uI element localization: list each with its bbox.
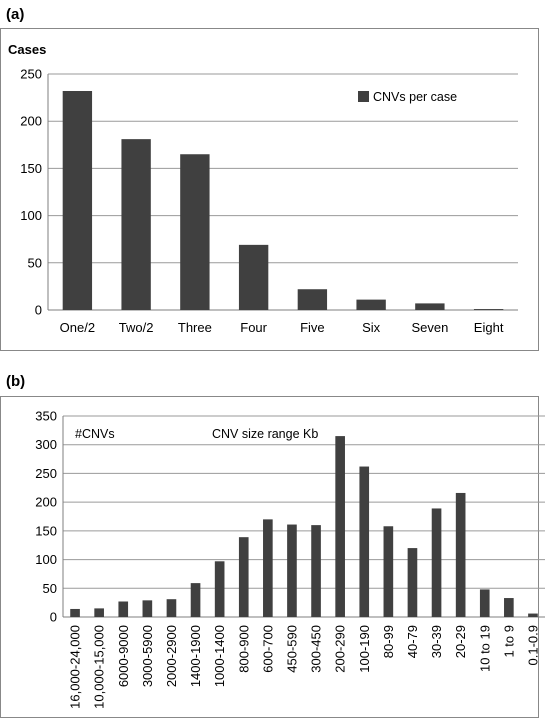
panel-b-x-tick-label: 1 to 9 [501, 625, 516, 658]
panel-a-label: (a) [6, 6, 24, 23]
panel-b-bar [142, 600, 153, 617]
panel-b-x-tick-label: 3000-5900 [140, 625, 155, 687]
panel-b-series-label: #CNVs [75, 427, 115, 441]
panel-b-x-tick-label: 100-190 [357, 625, 372, 673]
panel-b-bar [214, 561, 225, 617]
panel-b-y-tick-label: 0 [50, 610, 57, 625]
panel-b-x-tick-label: 200-290 [333, 625, 348, 673]
panel-b-bar [190, 583, 201, 617]
panel-b-x-tick-label: 2000-2900 [164, 625, 179, 687]
panel-b-x-tick-label: 10 to 19 [477, 625, 492, 672]
panel-a-x-tick-label: Six [362, 320, 381, 335]
panel-b-label: (b) [6, 373, 25, 390]
panel-a-gridlines [47, 73, 518, 311]
panel-b-bar [238, 537, 249, 617]
panel-a-frame [0, 28, 539, 351]
panel-b-bar [335, 436, 345, 617]
panel-b-x-tick-label: 1400-1900 [188, 625, 203, 687]
panel-a-x-ticks: One/2 Two/2 Three Four Five Six Seven Eight [60, 320, 504, 335]
panel-b-y-tick-label: 200 [35, 495, 57, 510]
panel-b-bar [70, 608, 80, 617]
panel-a-y-tick-label: 0 [35, 303, 42, 318]
panel-a-bar [356, 299, 386, 310]
panel-b-x-tick-label: 600-700 [260, 625, 275, 673]
panel-b-bar [455, 492, 466, 617]
legend-swatch [358, 91, 369, 102]
panel-b-bar [504, 598, 514, 617]
panel-b-x-tick-label: 6000-9000 [116, 625, 131, 687]
panel-a-bar [180, 154, 210, 310]
panel-b-x-tick-label: 300-450 [309, 625, 324, 673]
panel-a-y-ticks: 0 50 100 150 200 250 [20, 67, 42, 318]
panel-a-bar [62, 90, 93, 310]
panel-b-bar [528, 613, 538, 617]
panel-b-bars [70, 436, 538, 617]
panel-a-x-tick-label: Seven [411, 320, 448, 335]
panel-b-gridlines [62, 415, 545, 618]
panel-b-bar [311, 525, 321, 617]
panel-b-y-tick-label: 150 [35, 523, 57, 538]
panel-b-bar [407, 548, 418, 617]
panel-a-x-tick-label: Two/2 [119, 320, 154, 335]
panel-b-y-tick-label: 350 [35, 409, 57, 424]
panel-a-x-tick-label: Four [240, 320, 267, 335]
panel-a-bar [297, 289, 328, 310]
panel-b-y-tick-label: 50 [43, 581, 57, 596]
panel-b-frame [0, 396, 539, 718]
panel-b-x-tick-label: 40-79 [405, 625, 420, 658]
panel-b-bar [118, 601, 129, 617]
panel-b-bar [383, 526, 394, 617]
panel-a-y-tick-label: 100 [20, 208, 42, 223]
panel-b-x-tick-label: 0.1-0.9 [525, 625, 540, 665]
panel-a-x-tick-label: Eight [474, 320, 504, 335]
panel-a-x-tick-label: One/2 [60, 320, 95, 335]
panel-a-y-tick-label: 250 [20, 67, 42, 82]
panel-b-y-ticks: 0 50 100 150 200 250 300 350 [35, 409, 57, 625]
panel-b-x-tick-label: 1000-1400 [212, 625, 227, 687]
panel-a-bar [238, 244, 269, 310]
panel-b-x-tick-label: 16,000-24,000 [68, 625, 83, 709]
panel-a-bar [473, 309, 504, 310]
legend-label: CNVs per case [373, 90, 457, 104]
panel-b-x-tick-label: 800-900 [236, 625, 251, 673]
panel-b-y-tick-label: 100 [35, 552, 57, 567]
panel-a-bars [62, 90, 504, 310]
panel-b-x-ticks: 16,000-24,000 10,000-15,000 6000-9000 3000-… [68, 625, 541, 709]
panel-a-bar [415, 303, 445, 310]
panel-b-bar [287, 524, 297, 617]
panel-b-bar [479, 589, 490, 617]
panel-b-x-tick-label: 80-99 [381, 625, 396, 658]
panel-a-y-tick-label: 200 [20, 114, 42, 129]
panel-b-bar [263, 519, 273, 617]
panel-a-x-tick-label: Three [178, 320, 212, 335]
chart-panel-a: (a) Cases 0 50 100 150 200 250 One/2 Two/2 Thre… [0, 6, 539, 351]
panel-a-x-tick-label: Five [300, 320, 325, 335]
panel-b-x-tick-label: 20-29 [453, 625, 468, 658]
panel-b-bar [94, 608, 104, 617]
panel-b-x-tick-label: 10,000-15,000 [92, 625, 107, 709]
panel-b-annotation: CNV size range Kb [212, 427, 318, 441]
panel-b-x-tick-label: 450-590 [284, 625, 299, 673]
panel-b-bar [166, 599, 177, 617]
panel-b-bar [431, 508, 442, 617]
panel-a-bar [121, 139, 151, 310]
panel-b-x-tick-label: 30-39 [429, 625, 444, 658]
panel-a-legend: CNVs per case [358, 90, 457, 104]
panel-a-y-axis-title: Cases [8, 42, 46, 57]
panel-b-bar [359, 466, 370, 617]
panel-b-y-tick-label: 300 [35, 437, 57, 452]
panel-b-y-tick-label: 250 [35, 466, 57, 481]
panel-a-y-tick-label: 50 [28, 255, 42, 270]
panel-a-y-tick-label: 150 [20, 161, 42, 176]
